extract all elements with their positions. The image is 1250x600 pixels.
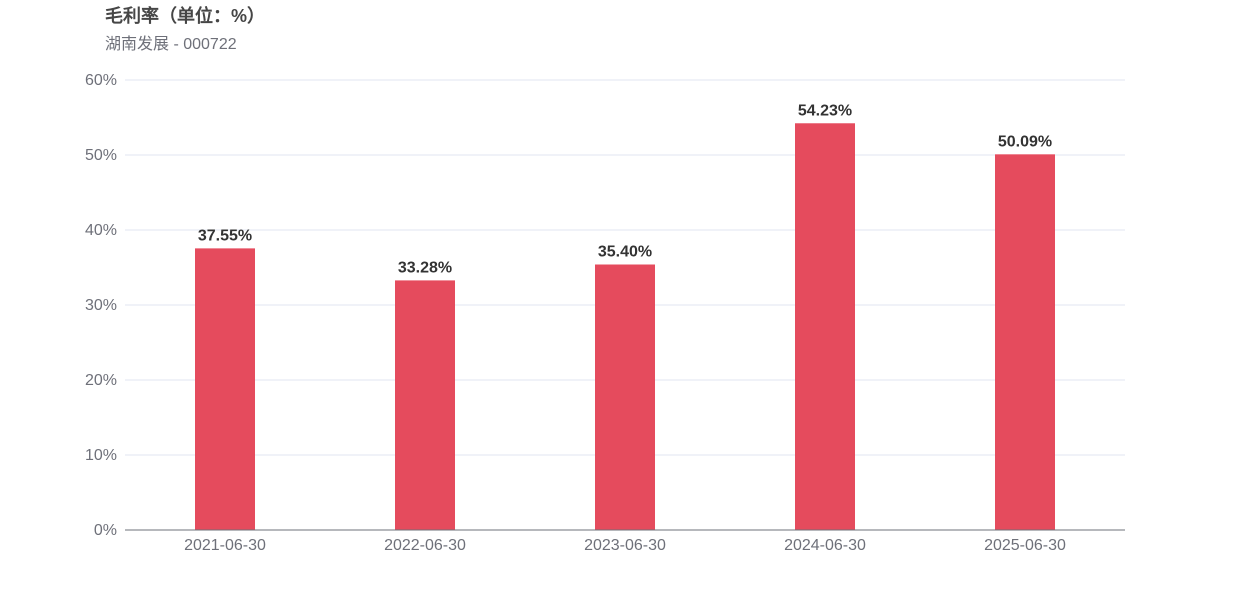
y-tick-label: 20%	[85, 372, 117, 389]
y-tick-label: 10%	[85, 447, 117, 464]
y-tick-label: 60%	[85, 72, 117, 89]
bar[interactable]	[195, 248, 255, 530]
bar-value-label: 37.55%	[198, 227, 252, 244]
x-tick-label: 2023-06-30	[584, 537, 666, 554]
axes: 0% 10% 20% 30% 40% 50% 60% 2021-06-30 2022-06-30…	[85, 72, 1125, 554]
bar[interactable]	[995, 154, 1055, 530]
x-tick-label: 2024-06-30	[784, 537, 866, 554]
x-tick-label: 2022-06-30	[384, 537, 466, 554]
chart-title: 毛利率（单位：%）	[105, 6, 266, 26]
y-tick-label: 40%	[85, 222, 117, 239]
chart-subtitle: 湖南发展 - 000722	[105, 36, 237, 53]
y-tick-label: 50%	[85, 147, 117, 164]
bar-value-label: 50.09%	[998, 133, 1052, 150]
y-tick-label: 0%	[94, 522, 117, 539]
bars	[195, 123, 1055, 531]
bar-value-label: 35.40%	[598, 244, 652, 261]
bar-value-label: 54.23%	[798, 102, 852, 119]
x-tick-label: 2025-06-30	[984, 537, 1066, 554]
bar[interactable]	[795, 123, 855, 531]
bar[interactable]	[595, 264, 655, 531]
bar-value-label: 33.28%	[398, 259, 452, 276]
bar[interactable]	[395, 280, 455, 530]
y-tick-label: 30%	[85, 297, 117, 314]
x-tick-label: 2021-06-30	[184, 537, 266, 554]
data-labels: 37.55% 33.28% 35.40% 54.23% 50.09%	[198, 102, 1052, 276]
